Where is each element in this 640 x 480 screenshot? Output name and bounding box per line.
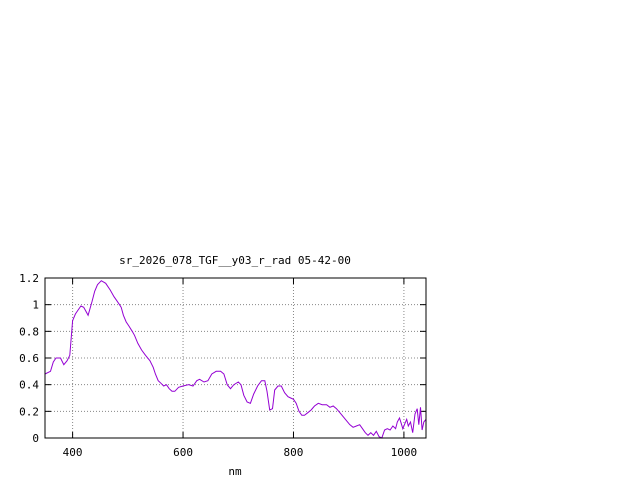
- x-axis-label: nm: [228, 465, 242, 478]
- x-axis-ticks: 400 600 800 1000: [63, 278, 417, 459]
- x-tick-label: 800: [284, 446, 304, 459]
- y-tick-label: 1: [32, 299, 39, 312]
- series-group: [44, 280, 427, 439]
- y-tick-label: 0.2: [19, 405, 39, 418]
- series-line: [44, 280, 427, 439]
- chart-title: sr_2026_078_TGF__y03_r_rad 05-42-00: [119, 254, 351, 267]
- x-tick-label: 400: [63, 446, 83, 459]
- y-tick-label: 1.2: [19, 272, 39, 285]
- y-tick-label: 0.6: [19, 352, 39, 365]
- x-tick-label: 1000: [391, 446, 418, 459]
- x-tick-label: 600: [173, 446, 193, 459]
- grid-lines: [45, 278, 426, 438]
- plot-frame: [44, 277, 427, 439]
- y-tick-label: 0.8: [19, 325, 39, 338]
- y-tick-label: 0.4: [19, 379, 39, 392]
- y-tick-label: 0: [32, 432, 39, 445]
